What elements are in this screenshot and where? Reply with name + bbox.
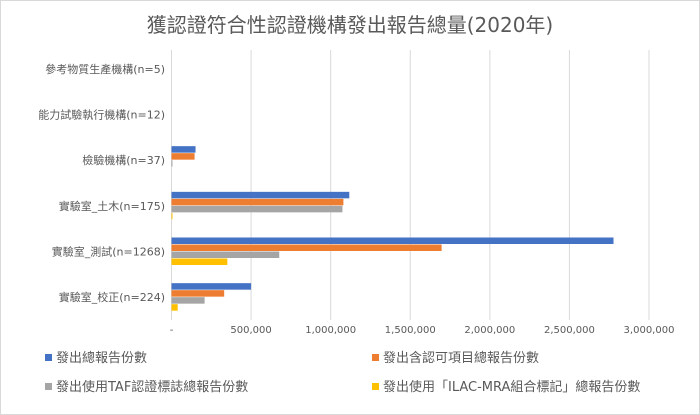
category-label: 檢驗機構(n=37) xyxy=(82,153,165,167)
bar xyxy=(171,146,196,153)
bar xyxy=(171,160,173,167)
x-tick-label: 500,000 xyxy=(230,325,271,336)
bar xyxy=(171,153,195,160)
bar xyxy=(171,205,343,213)
bar xyxy=(171,191,350,199)
x-tick-label: 1,000,000 xyxy=(305,325,356,336)
category-label: 實驗室_校正(n=224) xyxy=(59,290,165,304)
bar xyxy=(171,258,228,265)
legend-label: 發出使用TAF認證標誌總報告份數 xyxy=(56,379,248,395)
x-tick-label: - xyxy=(170,325,174,336)
legend-label: 發出使用「ILAC-MRA組合標記」總報告份數 xyxy=(383,379,640,395)
category-label: 實驗室_土木(n=175) xyxy=(59,199,165,213)
x-tick-label: 1,500,000 xyxy=(385,325,436,336)
bar xyxy=(171,304,178,311)
x-tick-label: 2,000,000 xyxy=(464,325,515,336)
category-label: 實驗室_測試(n=1268) xyxy=(52,245,165,259)
x-tick-label: 2,500,000 xyxy=(544,325,595,336)
legend-label: 發出含認可項目總報告份數 xyxy=(383,350,539,366)
category-label: 參考物質生產機構(n=5) xyxy=(45,62,165,76)
legend-swatch xyxy=(45,383,52,390)
legend-swatch xyxy=(372,383,379,390)
bar xyxy=(171,297,205,304)
category-label: 能力試驗執行機構(n=12) xyxy=(38,108,165,122)
bar xyxy=(171,237,614,244)
bar xyxy=(171,244,442,251)
bar xyxy=(171,290,225,297)
bar xyxy=(171,283,252,290)
legend-swatch xyxy=(372,354,379,361)
legend-swatch xyxy=(45,354,52,361)
chart-title: 獲認證符合性認證機構發出報告總量(2020年) xyxy=(147,13,554,37)
bar xyxy=(171,212,173,220)
x-tick-label: 3,000,000 xyxy=(624,325,675,336)
legend-label: 發出總報告份數 xyxy=(56,350,147,366)
bar xyxy=(171,251,280,258)
bar xyxy=(171,198,344,206)
